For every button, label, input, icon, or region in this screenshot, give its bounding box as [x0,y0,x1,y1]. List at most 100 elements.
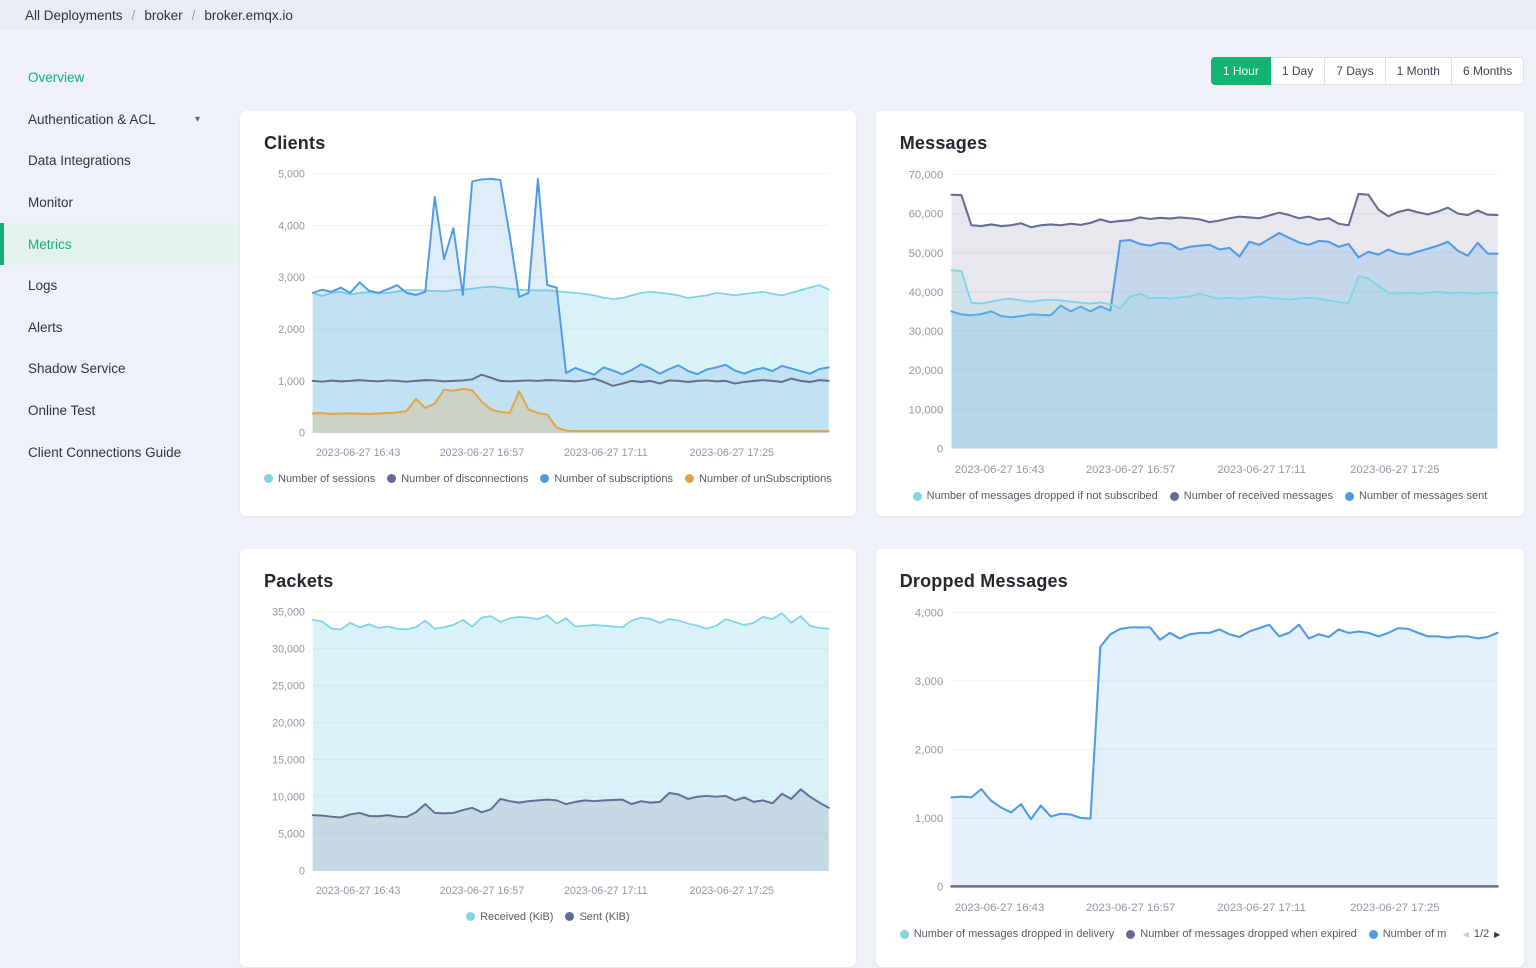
legend-color-dot [387,474,397,484]
legend-item-number-of-messages-dropped-when-expired[interactable]: Number of messages dropped when expired [1126,928,1357,941]
legend-color-dot [1169,491,1179,501]
chart-title-messages: Messages [899,133,988,153]
legend-pager-label: 1/2 [1473,928,1490,941]
y-axis-tick-label: 50,000 [908,248,943,260]
legend-pager-prev-icon[interactable]: ◀ [1462,929,1469,939]
legend-item-sent-kib[interactable]: Sent (KiB) [565,910,630,923]
dropped-messages-chart-svg: 4,000 3,000 2,000 1,000 0 2023-06-27 16:43 202… [915,607,1499,914]
y-axis-tick-label: 4,000 [278,220,305,232]
sidebar-item-data-integrations[interactable]: Data Integrations [0,140,240,182]
sidebar-item-label: Shadow Service [28,361,126,377]
legend-color-dot [1368,929,1378,939]
sidebar-item-label: Alerts [28,319,63,335]
y-axis-tick-label: 0 [937,444,943,456]
charts-grid: Clients 5,000 4,000 3,000 2,000 1,000 0 2023-0… [240,111,1525,967]
legend-item-label: Number of received messages [1183,490,1333,503]
time-range-button-6-months[interactable]: 6 Months [1451,56,1525,85]
breadcrumb-separator: / [131,7,136,23]
y-axis-tick-label: 30,000 [272,644,305,656]
sidebar-item-label: Overview [28,70,85,86]
legend-item-label: Number of messages dropped in delivery [913,928,1115,941]
clients-chart-legend: Number of sessions Number of disconnectio… [264,470,832,488]
legend-item-label: Number of sessions [278,472,376,485]
legend-item-label: Number of messages sent [1358,490,1488,503]
sidebar-item-label: Metrics [28,236,72,252]
legend-item-number-of-received-messages[interactable]: Number of received messages [1169,490,1333,503]
sidebar-item-monitor[interactable]: Monitor [0,182,240,224]
y-axis-tick-label: 0 [937,882,943,894]
dropped-messages-chart-legend: Number of messages dropped in delivery Nu… [899,925,1501,944]
legend-item-number-of-subscriptions[interactable]: Number of subscriptions [540,473,673,485]
time-range-button-1-day[interactable]: 1 Day [1270,56,1326,85]
sidebar-item-label: Data Integrations [28,153,131,169]
y-axis-tick-label: 10,000 [272,792,305,804]
legend-color-dot [1126,929,1136,939]
dropped-messages-chart-card: Dropped Messages 4,000 3,000 2,000 1,000 0 20… [875,549,1525,967]
legend-pager-next-icon[interactable]: ▶ [1494,929,1501,939]
time-range-toolbar: 1 Hour 1 Day 7 Days 1 Month 6 Months [240,30,1525,111]
legend-item-label: Number of disconnections [401,472,529,485]
content-area: 1 Hour 1 Day 7 Days 1 Month 6 Months Clients… [240,30,1536,968]
legend-item-number-of-m[interactable]: Number of m [1368,928,1447,941]
sidebar-item-shadow-service[interactable]: Shadow Service [0,348,240,390]
top-bar: All Deployments / broker / broker.emqx.io [0,0,1536,30]
legend-item-number-of-sessions[interactable]: Number of sessions [264,473,375,485]
chart-title-dropped-messages: Dropped Messages [899,571,1068,591]
y-axis-tick-label: 2,000 [915,744,943,756]
y-axis-tick-label: 1,000 [915,813,943,825]
time-range-button-1-hour[interactable]: 1 Hour [1210,56,1271,85]
y-axis-tick-label: 15,000 [272,755,305,767]
legend-item-label: Received (KiB) [480,910,554,923]
legend-item-number-of-messages-dropped-if-not-subscribed[interactable]: Number of messages dropped if not subscr… [912,490,1158,502]
legend-item-label: Number of m [1382,928,1447,941]
sidebar-item-alerts[interactable]: Alerts [0,307,240,349]
legend-item-label: Number of messages dropped when expired [1140,928,1357,941]
messages-chart-canvas[interactable]: 70,000 60,000 50,000 40,000 30,000 20,000 10,0… [900,162,1501,483]
sidebar-item-label: Monitor [28,195,74,211]
sidebar-item-label: Authentication & ACL [28,111,156,127]
legend-color-dot [899,929,909,939]
legend-item-label: Sent (KiB) [579,910,630,923]
y-axis-tick-label: 20,000 [272,718,305,730]
sidebar-item-client-connections-guide[interactable]: Client Connections Guide [0,431,240,473]
packets-chart-canvas[interactable]: 35,000 30,000 25,000 20,000 15,000 10,000 5,00… [264,600,832,904]
y-axis-tick-label: 10,000 [908,404,943,416]
time-range-button-7-days[interactable]: 7 Days [1325,56,1386,85]
y-axis-tick-label: 5,000 [278,829,305,841]
legend-color-dot [912,491,922,501]
y-axis-tick-label: 2,000 [278,324,305,336]
breadcrumb-item-all-deployments[interactable]: All Deployments [25,7,123,23]
legend-item-number-of-messages-sent[interactable]: Number of messages sent [1344,490,1488,503]
time-range-button-1-month[interactable]: 1 Month [1385,56,1452,85]
sidebar-item-overview[interactable]: Overview [0,57,240,99]
clients-chart-card: Clients 5,000 4,000 3,000 2,000 1,000 0 2023-0… [240,111,856,516]
legend-item-number-of-disconnections[interactable]: Number of disconnections [387,473,528,485]
x-axis-tick-label: 2023-06-27 17:11 [564,885,648,897]
y-axis-tick-label: 30,000 [908,326,943,338]
x-axis-tick-label: 2023-06-27 16:43 [955,902,1044,914]
legend-item-number-of-messages-dropped-in-delivery[interactable]: Number of messages dropped in delivery [899,928,1115,941]
chart-title-clients: Clients [264,133,326,153]
packets-chart-card: Packets 35,000 30,000 25,000 20,000 15,000 10… [240,549,856,967]
sidebar-item-label: Client Connections Guide [28,444,182,460]
dropped-messages-chart-canvas[interactable]: 4,000 3,000 2,000 1,000 0 2023-06-27 16:43 202… [900,600,1501,921]
x-axis-tick-label: 2023-06-27 16:43 [316,447,401,459]
y-axis-tick-label: 3,000 [278,272,305,284]
sidebar-item-logs[interactable]: Logs [0,265,240,307]
legend-item-number-of-unsubscriptions[interactable]: Number of unSubscriptions [685,473,832,485]
sidebar-item-authentication-acl[interactable]: Authentication & ACL ▾ [0,99,240,141]
sidebar-item-online-test[interactable]: Online Test [0,390,240,432]
clients-chart-canvas[interactable]: 5,000 4,000 3,000 2,000 1,000 0 2023-06-27 16:… [264,162,832,466]
caret-down-icon: ▾ [194,113,200,125]
legend-item-received-kib[interactable]: Received (KiB) [466,911,553,923]
legend-pager: ◀ 1/2 ▶ [1457,925,1501,944]
breadcrumb-item-broker[interactable]: broker [144,7,183,23]
breadcrumb: All Deployments / broker / broker.emqx.io [25,8,293,23]
legend-color-dot [1344,491,1354,501]
sidebar-item-metrics[interactable]: Metrics [0,223,240,265]
legend-item-label: Number of unSubscriptions [699,472,832,485]
legend-color-dot [540,474,550,484]
y-axis-tick-label: 5,000 [278,169,305,181]
x-axis-tick-label: 2023-06-27 17:25 [1350,902,1439,914]
legend-color-dot [565,912,575,922]
